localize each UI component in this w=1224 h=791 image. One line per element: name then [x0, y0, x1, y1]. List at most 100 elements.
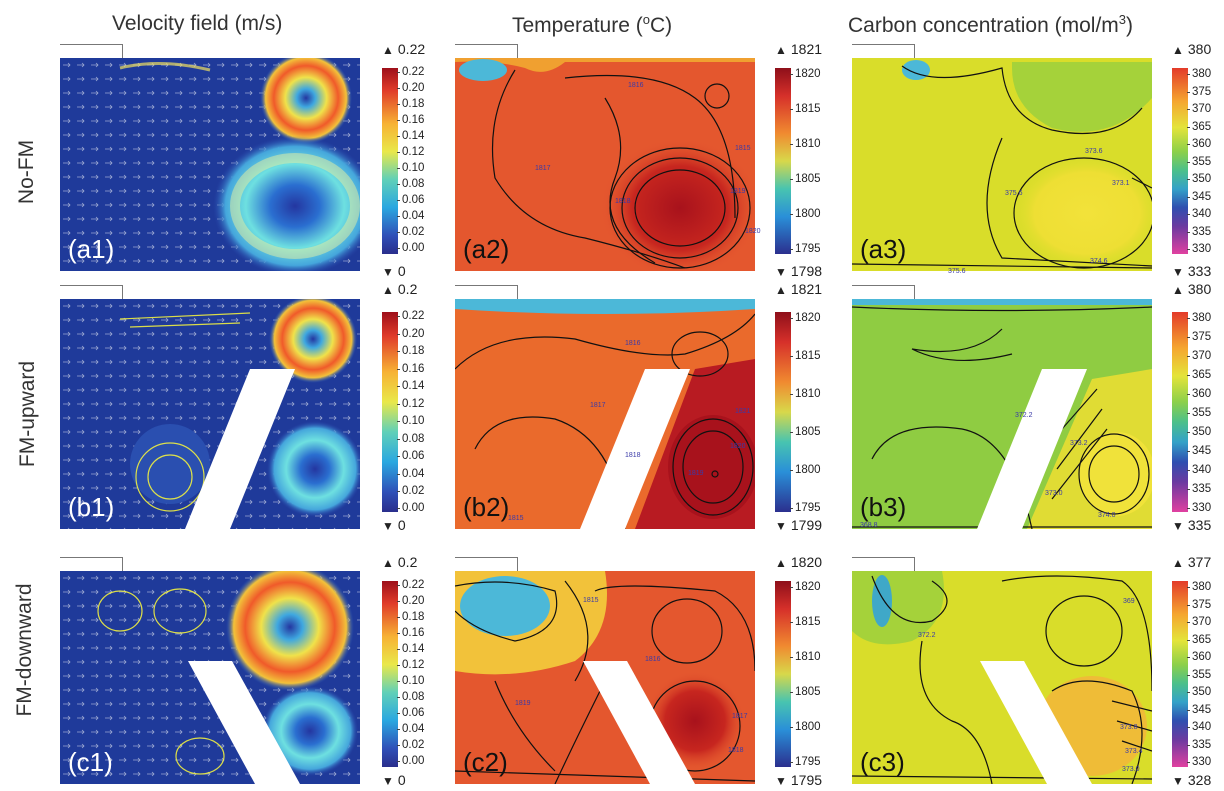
inlet-marker [60, 557, 123, 572]
colorbar-velocity-a: ▲ 0.22 0.22 0.20 0.18 0.16 0.14 0.12 0.10… [382, 42, 452, 282]
colorbar-tick: 1800 [790, 721, 821, 733]
colorbar-temperature-b: ▲ 1821 1820 1815 1810 1805 1800 1795 ▼ 179… [775, 281, 845, 533]
colorbar-tick: 1800 [790, 464, 821, 476]
panel-label: (a2) [463, 234, 510, 264]
panel-label: (c2) [463, 747, 508, 777]
colorbar-tick: 0.14 [396, 643, 425, 655]
colorbar-tick: 0.20 [396, 82, 425, 94]
panel-b3-carbon: (b3) [852, 299, 1152, 529]
contour-label: 372.2 [918, 632, 936, 639]
colorbar-min: ▼ 335 [1172, 517, 1212, 533]
contour-label: 1817 [732, 713, 748, 720]
colorbar-gradient [382, 312, 398, 512]
colorbar-tick: 0.02 [396, 485, 425, 497]
column-title-velocity: Velocity field (m/s) [112, 12, 283, 35]
contour-label: 1820 [745, 228, 761, 235]
colorbar-tick: 0.22 [396, 579, 425, 591]
colorbar-tick: 370 [1186, 103, 1212, 115]
colorbar-max: ▲ 1821 [775, 41, 823, 57]
row-label-fm-upward: FM-upward [16, 360, 39, 468]
contour-label: 373.0 [1045, 490, 1063, 497]
colorbar-tick: 0.10 [396, 415, 425, 427]
colorbar-tick: 0.20 [396, 595, 425, 607]
colorbar-tick: 0.04 [396, 723, 425, 735]
colorbar-min: ▼ 1795 [775, 772, 823, 788]
colorbar-tick: 365 [1186, 120, 1212, 133]
inlet-marker [455, 285, 518, 300]
colorbar-max: ▲ 1820 [775, 554, 823, 570]
colorbar-gradient [1172, 68, 1188, 254]
colorbar-tick: 0.16 [396, 362, 425, 375]
panel-c2-temperature: (c2) [455, 571, 755, 784]
colorbar-tick: 0.12 [396, 146, 425, 158]
colorbar-tick: 0.00 [396, 242, 425, 254]
colorbar-min: ▼ 1799 [775, 517, 823, 533]
contour-label: 375.6 [1005, 190, 1023, 197]
colorbar-tick: 365 [1186, 633, 1212, 646]
inlet-marker [455, 557, 518, 572]
panel-a1-velocity: (a1) [60, 58, 360, 271]
colorbar-carbon-a: ▲ 380 380 375 370 365 360 355 350 345 340… [1172, 42, 1224, 282]
colorbar-gradient [1172, 312, 1188, 512]
colorbar-max: ▲ 0.22 [382, 41, 426, 57]
colorbar-tick: 355 [1186, 155, 1212, 168]
colorbar-carbon-c: ▲ 377 380 375 370 365 360 355 350 345 340… [1172, 555, 1224, 788]
colorbar-tick: 365 [1186, 369, 1212, 381]
contour-label: 374.6 [1090, 258, 1108, 265]
colorbar-tick: 380 [1186, 68, 1212, 80]
colorbar-tick: 335 [1186, 738, 1212, 751]
inlet-marker [60, 44, 123, 59]
panel-b1-velocity: (b1) [60, 299, 360, 529]
colorbar-tick: 345 [1186, 703, 1212, 716]
colorbar-max: ▲ 380 [1172, 41, 1212, 57]
colorbar-tick: 370 [1186, 616, 1212, 628]
row-label-fm-downward: FM-downward [13, 583, 36, 717]
colorbar-tick: 345 [1186, 190, 1212, 203]
inlet-marker [852, 557, 915, 572]
colorbar-tick: 340 [1186, 721, 1212, 733]
colorbar-tick: 0.22 [396, 310, 425, 322]
contour-label: 1815 [735, 145, 751, 152]
colorbar-tick: 0.08 [396, 691, 425, 703]
colorbar-tick: 1815 [790, 616, 821, 628]
colorbar-tick: 1795 [790, 502, 821, 514]
colorbar-tick: 355 [1186, 668, 1212, 681]
colorbar-tick: 0.00 [396, 502, 425, 514]
inlet-marker [852, 285, 915, 300]
colorbar-tick: 360 [1186, 651, 1212, 663]
colorbar-tick: 1795 [790, 756, 821, 768]
contour-label: 1817 [590, 402, 606, 409]
contour-label: 1819 [730, 188, 746, 195]
colorbar-gradient [775, 68, 791, 254]
contour-label: 373.4 [1125, 748, 1143, 755]
contour-label: 372.2 [1015, 412, 1033, 419]
colorbar-gradient [382, 68, 398, 254]
panel-label: (c1) [68, 747, 113, 777]
colorbar-tick: 375 [1186, 331, 1212, 343]
panel-a2-temperature: (a2) [455, 58, 755, 271]
colorbar-min: ▼ 328 [1172, 772, 1212, 788]
colorbar-tick: 380 [1186, 312, 1212, 324]
colorbar-tick: 1805 [790, 426, 821, 438]
contour-label: 1816 [628, 82, 644, 89]
colorbar-tick: 0.12 [396, 397, 425, 410]
panel-label: (a1) [68, 234, 115, 264]
colorbar-max: ▲ 1821 [775, 281, 823, 297]
colorbar-gradient [775, 581, 791, 767]
colorbar-tick: 0.10 [396, 162, 425, 174]
colorbar-tick: 0.22 [396, 66, 425, 78]
colorbar-tick: 380 [1186, 581, 1212, 593]
colorbar-tick: 0.18 [396, 611, 425, 623]
colorbar-gradient [775, 312, 791, 512]
contour-label: 1816 [625, 340, 641, 347]
colorbar-min: ▼ 333 [1172, 263, 1212, 279]
colorbar-tick: 0.12 [396, 659, 425, 671]
panel-label: (b2) [463, 492, 510, 522]
colorbar-tick: 360 [1186, 138, 1212, 150]
colorbar-min: ▼ 0 [382, 517, 406, 533]
colorbar-tick: 375 [1186, 85, 1212, 98]
row-label-no-fm: No-FM [15, 139, 38, 205]
colorbar-tick: 0.06 [396, 450, 425, 462]
inlet-marker [455, 44, 518, 59]
contour-label: 1818 [728, 747, 744, 754]
